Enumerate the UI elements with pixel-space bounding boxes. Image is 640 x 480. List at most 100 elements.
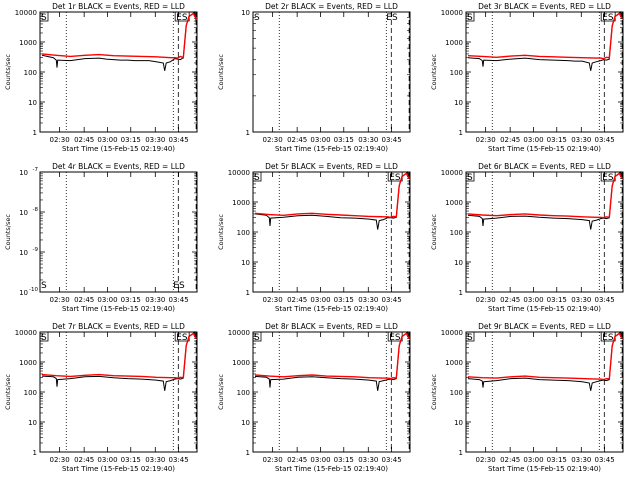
y-tick-label: 10 <box>454 99 463 107</box>
y-axis-title: Counts/sec <box>4 374 12 410</box>
x-tick-label: 03:00 <box>97 296 117 304</box>
time-marker-label: ES <box>602 13 614 23</box>
time-marker-box <box>252 331 262 342</box>
time-marker-box <box>252 171 262 182</box>
y-tick-label: 10 <box>19 249 28 257</box>
x-tick-label: 03:30 <box>358 136 378 144</box>
x-tick-label: 02:45 <box>500 456 520 464</box>
panel-p4: Det 4r BLACK = Events, RED = LLD Counts/s… <box>4 162 198 313</box>
series-line-lld <box>41 332 197 379</box>
x-axis-title: Start Time (15-Feb-15 02:19:40) <box>62 305 175 313</box>
x-axis-title: Start Time (15-Feb-15 02:19:40) <box>62 145 175 153</box>
panel-title: Det 2r BLACK = Events, RED = LLD <box>265 2 398 11</box>
x-tick-label: 03:00 <box>523 136 543 144</box>
plot-frame <box>252 11 411 133</box>
series-line-lld <box>467 332 623 381</box>
y-tick-label: 10000 <box>441 329 463 337</box>
plot-frame <box>39 171 198 293</box>
panel-p2: Det 2r BLACK = Events, RED = LLD Counts/s… <box>217 2 411 153</box>
x-tick-label: 02:30 <box>263 456 283 464</box>
x-tick-label: 02:45 <box>287 456 307 464</box>
y-tick-label: 1000 <box>445 199 463 207</box>
y-tick-label: 1000 <box>19 39 37 47</box>
x-tick-label: 03:45 <box>595 136 615 144</box>
y-tick-label: 100 <box>237 389 250 397</box>
x-axis-title: Start Time (15-Feb-15 02:19:40) <box>488 465 601 473</box>
panel-title: Det 8r BLACK = Events, RED = LLD <box>265 322 398 331</box>
x-tick-label: 03:45 <box>169 136 189 144</box>
y-tick-label: 100 <box>237 229 250 237</box>
y-tick-label: 10 <box>19 289 28 297</box>
x-tick-label: 02:45 <box>500 296 520 304</box>
x-tick-label: 03:15 <box>547 456 567 464</box>
series-line-lld <box>254 172 410 219</box>
y-tick-label: 100 <box>450 229 463 237</box>
series-line-events <box>467 330 623 391</box>
y-axis-title: Counts/sec <box>4 54 12 90</box>
y-tick-label: 100 <box>24 389 37 397</box>
panel-title: Det 6r BLACK = Events, RED = LLD <box>478 162 611 171</box>
y-tick-label: 10000 <box>228 329 250 337</box>
x-tick-label: 02:30 <box>50 456 70 464</box>
y-tick-label: 10 <box>241 259 250 267</box>
x-tick-label: 03:30 <box>145 136 165 144</box>
y-tick-label: 1 <box>459 289 463 297</box>
x-axis-title: Start Time (15-Feb-15 02:19:40) <box>275 305 388 313</box>
y-tick-label: 1 <box>459 449 463 457</box>
time-marker-label: ES <box>386 13 398 23</box>
x-tick-label: 02:30 <box>476 296 496 304</box>
x-tick-label: 03:15 <box>547 296 567 304</box>
y-tick-label: 10 <box>454 259 463 267</box>
y-tick-label: 1000 <box>232 359 250 367</box>
x-tick-label: 02:45 <box>287 296 307 304</box>
y-tick-label: 1000 <box>19 359 37 367</box>
y-tick-label: 10000 <box>15 9 37 17</box>
time-marker-label: S <box>41 281 47 291</box>
panel-p9: Det 9r BLACK = Events, RED = LLD Counts/s… <box>430 322 624 473</box>
y-tick-label: 1000 <box>232 199 250 207</box>
x-axis-title: Start Time (15-Feb-15 02:19:40) <box>488 305 601 313</box>
y-tick-exponent: -7 <box>33 167 39 173</box>
y-tick-label: 10 <box>241 419 250 427</box>
x-tick-label: 03:45 <box>169 296 189 304</box>
y-tick-label: 10 <box>454 419 463 427</box>
y-axis-title: Counts/sec <box>217 374 225 410</box>
time-marker-label: S <box>467 13 473 23</box>
x-tick-label: 02:45 <box>74 456 94 464</box>
x-tick-label: 03:00 <box>97 136 117 144</box>
x-tick-label: 03:45 <box>382 296 402 304</box>
x-tick-label: 02:30 <box>50 296 70 304</box>
panel-p8: Det 8r BLACK = Events, RED = LLD Counts/s… <box>217 322 411 473</box>
x-tick-label: 03:45 <box>382 456 402 464</box>
x-tick-label: 02:45 <box>74 136 94 144</box>
y-tick-label: 100 <box>24 69 37 77</box>
x-tick-label: 02:45 <box>74 296 94 304</box>
time-marker-label: S <box>254 173 260 183</box>
x-tick-label: 03:30 <box>145 456 165 464</box>
x-tick-label: 03:45 <box>595 456 615 464</box>
x-tick-label: 03:30 <box>571 136 591 144</box>
x-tick-label: 03:00 <box>310 456 330 464</box>
x-tick-label: 03:00 <box>310 136 330 144</box>
y-tick-label: 10 <box>19 169 28 177</box>
time-marker-label: S <box>467 173 473 183</box>
x-axis-title: Start Time (15-Feb-15 02:19:40) <box>275 465 388 473</box>
time-marker-box <box>39 11 49 22</box>
y-axis-title: Counts/sec <box>217 54 225 90</box>
time-marker-box <box>465 331 475 342</box>
x-axis-title: Start Time (15-Feb-15 02:19:40) <box>275 145 388 153</box>
x-tick-label: 02:30 <box>476 456 496 464</box>
x-tick-label: 03:30 <box>571 296 591 304</box>
time-marker-label: ES <box>602 173 614 183</box>
x-tick-label: 03:00 <box>97 456 117 464</box>
x-tick-label: 02:30 <box>263 296 283 304</box>
y-tick-label: 1 <box>33 129 37 137</box>
y-tick-label: 1000 <box>445 359 463 367</box>
x-tick-label: 03:45 <box>382 136 402 144</box>
y-axis-title: Counts/sec <box>430 54 438 90</box>
y-tick-label: 10000 <box>15 329 37 337</box>
y-tick-label: 1 <box>246 289 250 297</box>
y-tick-label: 10000 <box>441 169 463 177</box>
panel-p7: Det 7r BLACK = Events, RED = LLD Counts/s… <box>4 322 198 473</box>
